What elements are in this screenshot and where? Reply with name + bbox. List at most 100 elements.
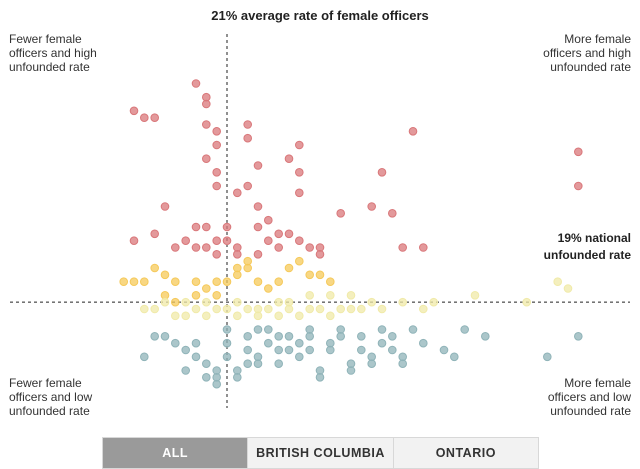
data-point-high[interactable]	[574, 147, 583, 157]
data-point-high[interactable]	[284, 229, 294, 239]
data-point-high[interactable]	[284, 154, 294, 163]
data-point-mid[interactable]	[222, 277, 232, 287]
data-point-low[interactable]	[274, 345, 284, 355]
data-point-light[interactable]	[233, 311, 242, 321]
data-point-low[interactable]	[439, 345, 449, 355]
data-point-mid[interactable]	[212, 277, 221, 287]
data-point-light[interactable]	[212, 304, 221, 314]
data-point-mid[interactable]	[315, 270, 325, 280]
data-point-high[interactable]	[212, 250, 221, 259]
data-point-high[interactable]	[295, 236, 304, 245]
data-point-light[interactable]	[160, 297, 170, 307]
data-point-light[interactable]	[357, 304, 366, 314]
data-point-low[interactable]	[305, 325, 315, 334]
data-point-light[interactable]	[398, 297, 408, 307]
data-point-light[interactable]	[191, 304, 201, 314]
data-point-light[interactable]	[305, 291, 315, 300]
data-point-low[interactable]	[346, 366, 356, 375]
data-point-high[interactable]	[202, 120, 211, 129]
data-point-low[interactable]	[243, 359, 252, 369]
data-point-low[interactable]	[264, 338, 273, 348]
data-point-low[interactable]	[305, 345, 315, 355]
data-point-high[interactable]	[253, 161, 263, 170]
data-point-low[interactable]	[543, 352, 552, 362]
data-point-low[interactable]	[243, 332, 252, 341]
data-point-light[interactable]	[274, 311, 284, 321]
data-point-low[interactable]	[377, 338, 387, 348]
data-point-high[interactable]	[295, 168, 304, 177]
data-point-low[interactable]	[388, 345, 397, 355]
data-point-low[interactable]	[222, 325, 232, 334]
data-point-high[interactable]	[295, 140, 304, 150]
data-point-high[interactable]	[181, 236, 190, 245]
data-point-low[interactable]	[295, 352, 304, 362]
data-point-low[interactable]	[212, 379, 221, 389]
data-point-mid[interactable]	[171, 277, 180, 287]
tab-british-columbia[interactable]: BRITISH COLUMBIA	[248, 438, 394, 468]
data-point-low[interactable]	[326, 345, 335, 355]
data-point-low[interactable]	[243, 345, 252, 355]
data-point-low[interactable]	[336, 332, 346, 341]
data-point-high[interactable]	[408, 127, 418, 136]
data-point-high[interactable]	[274, 229, 284, 239]
data-point-high[interactable]	[212, 168, 221, 177]
data-point-high[interactable]	[129, 236, 139, 245]
data-point-low[interactable]	[181, 345, 190, 355]
data-point-low[interactable]	[233, 373, 242, 382]
data-point-light[interactable]	[295, 311, 304, 321]
data-point-low[interactable]	[460, 325, 470, 334]
data-point-light[interactable]	[346, 291, 356, 300]
data-point-low[interactable]	[160, 332, 170, 341]
data-point-high[interactable]	[212, 127, 221, 136]
data-point-light[interactable]	[243, 304, 252, 314]
data-point-mid[interactable]	[129, 277, 139, 287]
data-point-high[interactable]	[419, 243, 428, 252]
data-point-high[interactable]	[202, 222, 211, 232]
data-point-low[interactable]	[295, 338, 304, 348]
data-point-low[interactable]	[150, 332, 159, 341]
data-point-light[interactable]	[140, 304, 149, 314]
data-point-high[interactable]	[191, 222, 201, 232]
data-point-low[interactable]	[264, 325, 273, 334]
data-point-light[interactable]	[326, 291, 335, 300]
tab-all[interactable]: ALL	[103, 438, 249, 468]
data-point-mid[interactable]	[284, 263, 294, 273]
data-point-high[interactable]	[202, 154, 211, 163]
data-point-mid[interactable]	[233, 263, 242, 273]
data-point-high[interactable]	[243, 133, 252, 143]
data-point-mid[interactable]	[171, 297, 180, 307]
data-point-low[interactable]	[574, 332, 583, 341]
data-point-high[interactable]	[253, 222, 263, 232]
data-point-high[interactable]	[264, 236, 273, 245]
data-point-low[interactable]	[408, 325, 418, 334]
data-point-mid[interactable]	[274, 277, 284, 287]
data-point-light[interactable]	[171, 311, 180, 321]
data-point-high[interactable]	[222, 236, 232, 245]
data-point-light[interactable]	[202, 311, 211, 321]
data-point-low[interactable]	[191, 352, 201, 362]
data-point-light[interactable]	[181, 297, 190, 307]
tab-ontario[interactable]: ONTARIO	[393, 438, 538, 468]
data-point-high[interactable]	[336, 209, 346, 218]
data-point-low[interactable]	[202, 373, 211, 382]
data-point-light[interactable]	[274, 297, 284, 307]
data-point-high[interactable]	[367, 202, 377, 211]
data-point-light[interactable]	[284, 297, 294, 307]
data-point-high[interactable]	[315, 250, 325, 259]
data-point-high[interactable]	[388, 209, 397, 218]
data-point-light[interactable]	[315, 304, 325, 314]
data-point-light[interactable]	[419, 304, 428, 314]
data-point-low[interactable]	[171, 338, 180, 348]
data-point-mid[interactable]	[140, 277, 149, 287]
data-point-mid[interactable]	[202, 284, 211, 293]
data-point-high[interactable]	[140, 113, 149, 122]
data-point-low[interactable]	[357, 345, 366, 355]
data-point-high[interactable]	[160, 202, 170, 211]
data-point-high[interactable]	[150, 113, 159, 122]
data-point-high[interactable]	[212, 181, 221, 191]
data-point-mid[interactable]	[212, 291, 221, 300]
data-point-high[interactable]	[129, 106, 139, 116]
data-point-mid[interactable]	[305, 270, 315, 280]
data-point-light[interactable]	[222, 304, 232, 314]
data-point-mid[interactable]	[191, 277, 201, 287]
